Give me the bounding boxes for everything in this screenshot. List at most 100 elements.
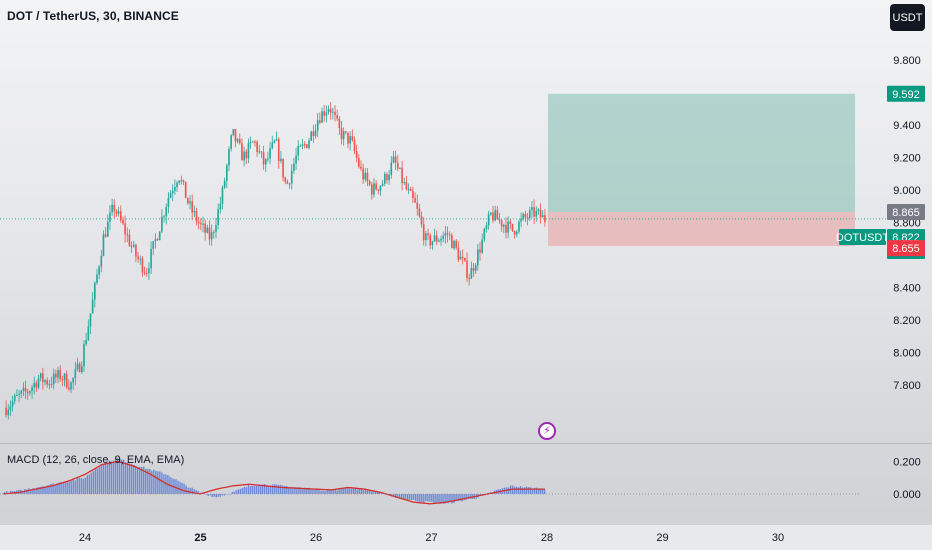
- macd-bar: [141, 466, 143, 494]
- macd-bar: [366, 490, 369, 494]
- pane-separator[interactable]: [0, 443, 932, 444]
- candle-body: [347, 132, 349, 144]
- candle-body: [321, 111, 323, 123]
- macd-bar: [517, 487, 520, 494]
- loss-zone[interactable]: [548, 211, 855, 247]
- candle-body: [362, 168, 364, 180]
- candle-body: [295, 155, 297, 164]
- macd-tick-label: 0.000: [893, 489, 921, 501]
- candle-body: [262, 152, 265, 165]
- time-tick-label: 27: [425, 532, 437, 544]
- lightning-icon[interactable]: ⚡: [538, 422, 556, 440]
- time-axis: 24 25 26 27 28 29 30: [0, 525, 932, 550]
- macd-bar: [110, 461, 113, 494]
- macd-bar: [78, 478, 80, 494]
- candle-body: [396, 162, 399, 169]
- candle-body: [286, 181, 289, 184]
- macd-bar: [364, 488, 367, 494]
- macd-bar: [392, 494, 395, 496]
- macd-bar: [413, 494, 415, 500]
- candle-body: [405, 182, 408, 190]
- candle-body: [375, 183, 377, 190]
- macd-bar: [374, 491, 377, 494]
- macd-bar: [455, 494, 457, 502]
- macd-bar: [433, 494, 435, 504]
- candle-body: [68, 387, 70, 390]
- macd-bar: [177, 480, 179, 494]
- macd-bar: [213, 494, 215, 497]
- candle-body: [197, 221, 200, 224]
- candle-body: [154, 239, 157, 242]
- candle-body: [412, 190, 414, 198]
- macd-bar: [296, 487, 298, 494]
- candle-body: [221, 187, 224, 204]
- macd-bar: [292, 486, 294, 494]
- candle-body: [124, 223, 126, 235]
- candle-body: [360, 166, 362, 169]
- macd-bar: [394, 494, 397, 498]
- macd-bar: [370, 491, 373, 494]
- candle-body: [93, 282, 96, 300]
- candle-body: [128, 234, 131, 246]
- macd-bar: [459, 494, 461, 501]
- candle-body: [42, 373, 44, 383]
- candle-body: [327, 109, 330, 113]
- macd-bar: [445, 494, 447, 504]
- candle-body: [297, 146, 300, 156]
- candle-body: [316, 120, 319, 131]
- price-tick-label: 9.800: [893, 55, 921, 67]
- time-tick-label: 24: [79, 532, 91, 544]
- candle-body: [539, 209, 542, 218]
- macd-bar: [251, 485, 254, 494]
- candle-body: [61, 379, 64, 381]
- candle-body: [158, 231, 161, 241]
- macd-bar: [531, 488, 534, 494]
- candle-body: [353, 140, 356, 152]
- candle-body: [293, 163, 295, 171]
- candle-body: [89, 313, 92, 327]
- profit-zone[interactable]: [548, 93, 855, 212]
- macd-bar: [92, 471, 95, 494]
- candle-body: [505, 224, 507, 233]
- macd-bar: [34, 488, 36, 494]
- stop-price-label: 8.655: [887, 240, 925, 257]
- macd-bar: [378, 491, 381, 494]
- candle-body: [48, 384, 51, 386]
- macd-bar: [114, 458, 117, 494]
- candle-body: [247, 142, 250, 159]
- candle-body: [319, 120, 321, 123]
- candle-body: [345, 131, 347, 133]
- macd-bar: [126, 462, 129, 494]
- macd-bar: [334, 489, 336, 494]
- candle-body: [217, 209, 219, 226]
- macd-bar: [465, 494, 467, 500]
- candle-body: [435, 235, 438, 242]
- macd-bar: [380, 492, 383, 494]
- macd-bar: [427, 494, 429, 502]
- macd-bar: [100, 465, 103, 494]
- macd-bar: [80, 478, 82, 494]
- macd-bar: [96, 468, 99, 494]
- candle-body: [163, 216, 165, 218]
- candle-body: [271, 142, 274, 149]
- macd-bar: [229, 493, 232, 495]
- candle-body: [202, 223, 204, 225]
- macd-bar: [50, 483, 52, 494]
- candle-body: [104, 234, 107, 237]
- macd-bar: [68, 481, 70, 494]
- candle-body: [414, 197, 416, 203]
- candle-body: [87, 326, 90, 341]
- candle-body: [96, 274, 98, 283]
- candle-body: [50, 384, 53, 386]
- macd-bar: [189, 487, 191, 494]
- svg-text:DOTUSDT: DOTUSDT: [836, 232, 889, 244]
- macd-bar: [417, 494, 419, 502]
- currency-button[interactable]: USDT: [890, 4, 925, 31]
- macd-bar: [64, 482, 66, 494]
- candle-body: [256, 141, 258, 153]
- macd-bar: [44, 486, 46, 494]
- macd-bar: [4, 492, 6, 494]
- candle-body: [150, 248, 152, 269]
